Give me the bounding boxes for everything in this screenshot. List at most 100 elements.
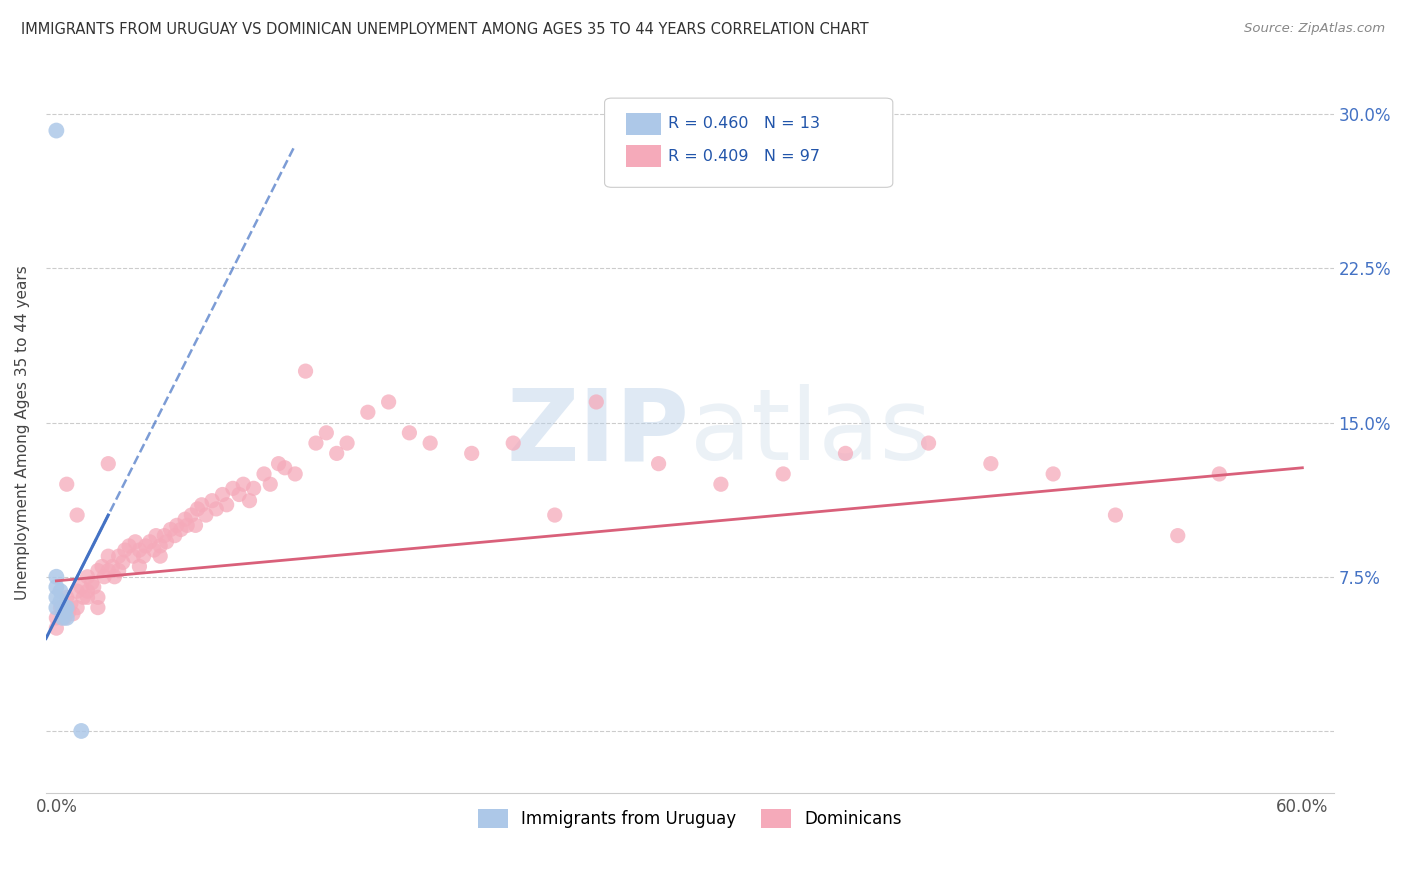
- Point: [49, 594, 72, 608]
- Point: [772, 467, 794, 481]
- Point: [87, 564, 110, 578]
- Point: [76, 570, 98, 584]
- Point: [242, 481, 264, 495]
- Point: [55, 600, 77, 615]
- Point: [145, 528, 167, 542]
- Point: [834, 446, 856, 460]
- Point: [1104, 508, 1126, 522]
- Point: [97, 564, 120, 578]
- Point: [83, 580, 105, 594]
- Point: [336, 436, 359, 450]
- Point: [149, 539, 172, 553]
- Point: [166, 518, 188, 533]
- Point: [122, 549, 145, 564]
- Point: [1042, 467, 1064, 481]
- Point: [980, 457, 1002, 471]
- Point: [184, 518, 207, 533]
- Point: [460, 446, 482, 460]
- Text: Source: ZipAtlas.com: Source: ZipAtlas.com: [1244, 22, 1385, 36]
- Point: [45, 580, 67, 594]
- Point: [45, 600, 67, 615]
- Point: [284, 467, 307, 481]
- Point: [398, 425, 420, 440]
- Point: [53, 611, 76, 625]
- Point: [124, 534, 146, 549]
- Point: [45, 123, 67, 137]
- Point: [325, 446, 347, 460]
- Point: [180, 508, 202, 522]
- Point: [49, 584, 72, 599]
- Point: [305, 436, 328, 450]
- Point: [55, 591, 77, 605]
- Point: [107, 564, 129, 578]
- Text: ZIP: ZIP: [508, 384, 690, 482]
- Point: [59, 597, 82, 611]
- Point: [201, 493, 224, 508]
- Point: [215, 498, 238, 512]
- Text: atlas: atlas: [690, 384, 931, 482]
- Point: [58, 605, 80, 619]
- Point: [103, 570, 125, 584]
- Point: [76, 591, 98, 605]
- Point: [232, 477, 254, 491]
- Point: [52, 600, 75, 615]
- Point: [45, 621, 67, 635]
- Point: [153, 528, 176, 542]
- Point: [45, 591, 67, 605]
- Point: [52, 611, 75, 625]
- Point: [315, 425, 337, 440]
- Point: [87, 600, 110, 615]
- Point: [585, 395, 607, 409]
- Point: [66, 600, 89, 615]
- Point: [163, 528, 186, 542]
- Point: [294, 364, 316, 378]
- Text: IMMIGRANTS FROM URUGUAY VS DOMINICAN UNEMPLOYMENT AMONG AGES 35 TO 44 YEARS CORR: IMMIGRANTS FROM URUGUAY VS DOMINICAN UNE…: [21, 22, 869, 37]
- Point: [49, 600, 72, 615]
- Point: [132, 549, 155, 564]
- Point: [274, 460, 297, 475]
- Point: [66, 508, 89, 522]
- Point: [149, 549, 172, 564]
- Point: [118, 539, 141, 553]
- Point: [190, 498, 212, 512]
- Point: [170, 523, 193, 537]
- Point: [70, 723, 93, 738]
- Point: [101, 559, 124, 574]
- Point: [419, 436, 441, 450]
- Point: [253, 467, 276, 481]
- Point: [174, 512, 197, 526]
- Point: [45, 570, 67, 584]
- Point: [55, 600, 77, 615]
- Point: [70, 580, 93, 594]
- Point: [128, 543, 150, 558]
- Point: [155, 534, 177, 549]
- Point: [55, 611, 77, 625]
- Point: [87, 591, 110, 605]
- Point: [259, 477, 281, 491]
- Point: [502, 436, 524, 450]
- Point: [114, 543, 136, 558]
- Point: [72, 591, 94, 605]
- Point: [205, 502, 228, 516]
- Point: [107, 549, 129, 564]
- Point: [52, 605, 75, 619]
- Point: [111, 555, 134, 569]
- Point: [1167, 528, 1189, 542]
- Point: [377, 395, 399, 409]
- Point: [62, 607, 84, 621]
- Legend: Immigrants from Uruguay, Dominicans: Immigrants from Uruguay, Dominicans: [471, 802, 908, 835]
- Point: [267, 457, 290, 471]
- Point: [544, 508, 567, 522]
- Point: [222, 481, 245, 495]
- Point: [66, 584, 89, 599]
- Y-axis label: Unemployment Among Ages 35 to 44 years: Unemployment Among Ages 35 to 44 years: [15, 266, 30, 600]
- Point: [176, 518, 198, 533]
- Point: [238, 493, 260, 508]
- Point: [228, 487, 250, 501]
- Point: [917, 436, 939, 450]
- Point: [159, 523, 181, 537]
- Point: [135, 539, 157, 553]
- Text: R = 0.460   N = 13: R = 0.460 N = 13: [668, 117, 820, 131]
- Point: [128, 559, 150, 574]
- Point: [93, 570, 115, 584]
